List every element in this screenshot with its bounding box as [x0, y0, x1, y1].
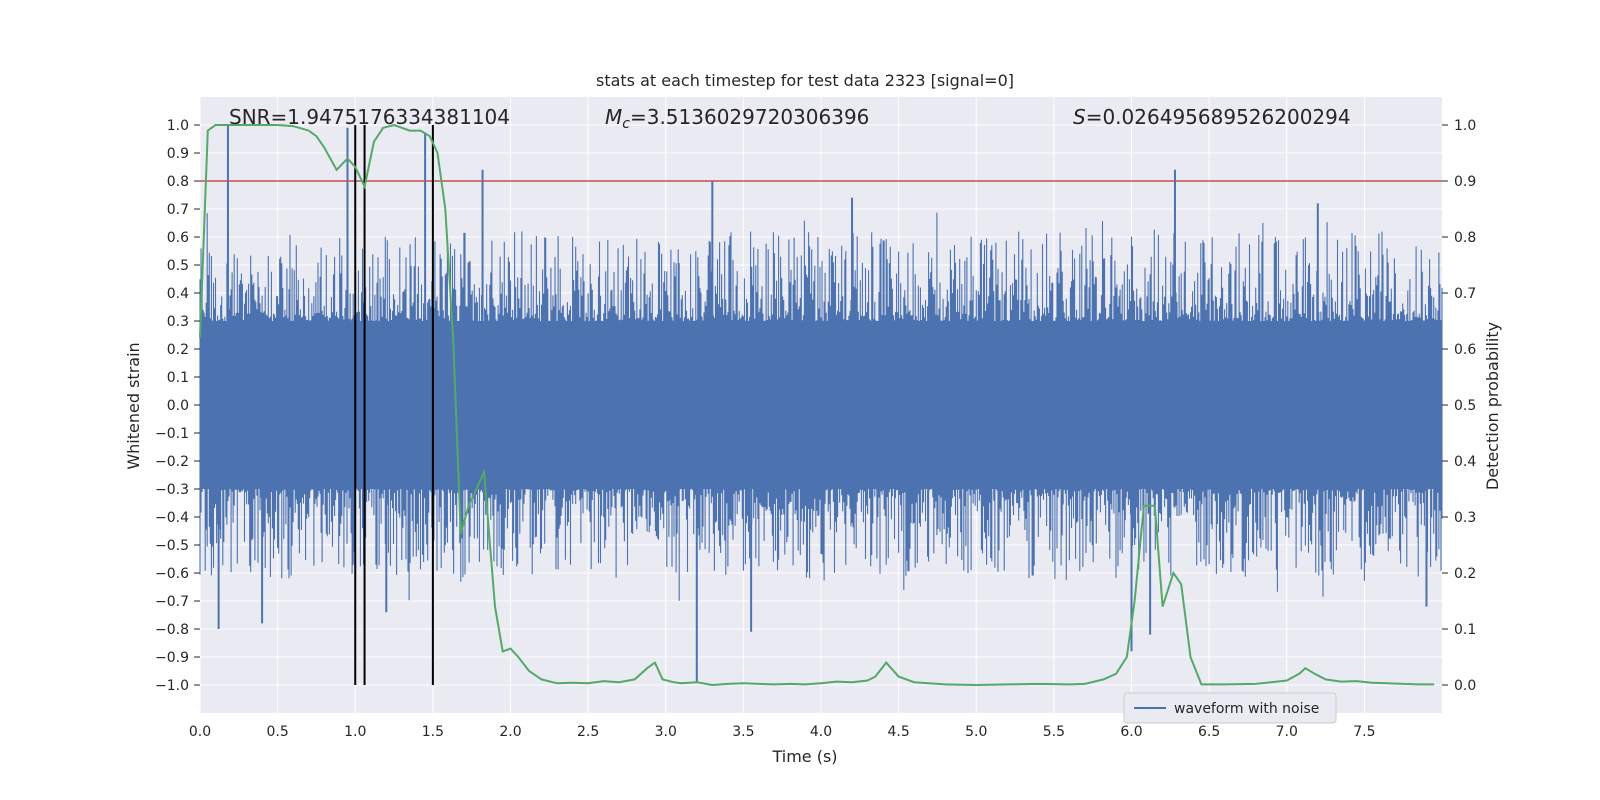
y-tick-label: 1.0 [167, 118, 189, 134]
legend-box [1123, 692, 1337, 724]
y-tick-label: 0.8 [167, 174, 189, 190]
y2-tick-label: 0.2 [1454, 566, 1476, 582]
s-annotation: S=0.026495689526200294 [1073, 105, 1351, 129]
y-tick-label: 0.9 [167, 146, 189, 162]
y-tick-label: 0.3 [167, 314, 189, 330]
probability-line [199, 123, 1435, 687]
snr-annotation: SNR=1.9475176334381104 [229, 105, 510, 129]
x-tick-label: 5.5 [1043, 724, 1065, 740]
y2-tick-label: 0.7 [1454, 286, 1476, 302]
y-tick-label: −0.4 [155, 510, 189, 526]
vertical-markers [354, 125, 434, 685]
x-tick-label: 1.5 [422, 724, 444, 740]
axes: 0.0 0.5 1.0 1.5 2.0 2.5 3.0 3.5 4.0 4.5 5.0 5.5 6.0 6… [155, 118, 1476, 740]
y-tick-label: −0.8 [155, 622, 189, 638]
x-tick-label: 6.0 [1120, 724, 1142, 740]
legend-label: waveform with noise [1174, 701, 1319, 717]
x-tick-label: 0.0 [189, 724, 211, 740]
x-tick-label: 2.5 [577, 724, 599, 740]
y-tick-label: −0.5 [155, 538, 189, 554]
s-value: =0.026495689526200294 [1086, 105, 1351, 129]
y2-tick-label: 1.0 [1454, 118, 1476, 134]
waveform-upper-trace [199, 212, 1443, 405]
y-tick-label: −0.3 [155, 482, 189, 498]
x-tick-label: 3.0 [655, 724, 677, 740]
probability-series [199, 123, 1435, 687]
x-tick-label: 0.5 [266, 724, 288, 740]
legend: waveform with noise [1123, 692, 1337, 724]
chirp-mass-annotation: Mc=3.5136029720306396 [605, 105, 869, 132]
x-axis-label: Time (s) [771, 747, 837, 766]
y2-tick-label: 0.4 [1454, 454, 1476, 470]
x-tick-label: 4.5 [887, 724, 909, 740]
y-tick-label: 0.7 [167, 202, 189, 218]
y-tick-label: −0.2 [155, 454, 189, 470]
y2-tick-label: 0.0 [1454, 678, 1476, 694]
x-tick-label: 2.0 [499, 724, 521, 740]
x-tick-label: 6.5 [1198, 724, 1220, 740]
x-tick-label: 1.0 [344, 724, 366, 740]
y2-tick-label: 0.9 [1454, 174, 1476, 190]
x-tick-label: 3.5 [732, 724, 754, 740]
waveform-series [199, 125, 1443, 683]
y2-tick-label: 0.1 [1454, 622, 1476, 638]
y-tick-label: −1.0 [155, 678, 189, 694]
y-tick-label: 0.0 [167, 398, 189, 414]
y-tick-label: 0.5 [167, 258, 189, 274]
y2-tick-label: 0.3 [1454, 510, 1476, 526]
x-tick-label: 4.0 [810, 724, 832, 740]
y-axis-label: Whitened strain [124, 342, 143, 469]
y2-axis-label: Detection probability [1483, 322, 1502, 490]
y-tick-label: 0.6 [167, 230, 189, 246]
y2-tick-label: 0.5 [1454, 398, 1476, 414]
chirp-mass-subscript: c [622, 116, 630, 132]
x-tick-label: 7.0 [1276, 724, 1298, 740]
y-tick-label: −0.1 [155, 426, 189, 442]
chart-title: stats at each timestep for test data 232… [596, 71, 1014, 90]
y-tick-label: −0.7 [155, 594, 189, 610]
y-tick-label: −0.6 [155, 566, 189, 582]
s-symbol: S [1073, 105, 1086, 129]
chirp-mass-value: =3.5136029720306396 [630, 105, 869, 129]
x-tick-label: 5.0 [965, 724, 987, 740]
y-tick-label: −0.9 [155, 650, 189, 666]
chirp-mass-symbol: M [605, 105, 622, 129]
y-tick-label: 0.2 [167, 342, 189, 358]
y2-tick-label: 0.6 [1454, 342, 1476, 358]
y-tick-label: 0.4 [167, 286, 189, 302]
plot-area [199, 123, 1443, 687]
x-tick-label: 7.5 [1353, 724, 1375, 740]
y-tick-label: 0.1 [167, 370, 189, 386]
y2-tick-label: 0.8 [1454, 230, 1476, 246]
